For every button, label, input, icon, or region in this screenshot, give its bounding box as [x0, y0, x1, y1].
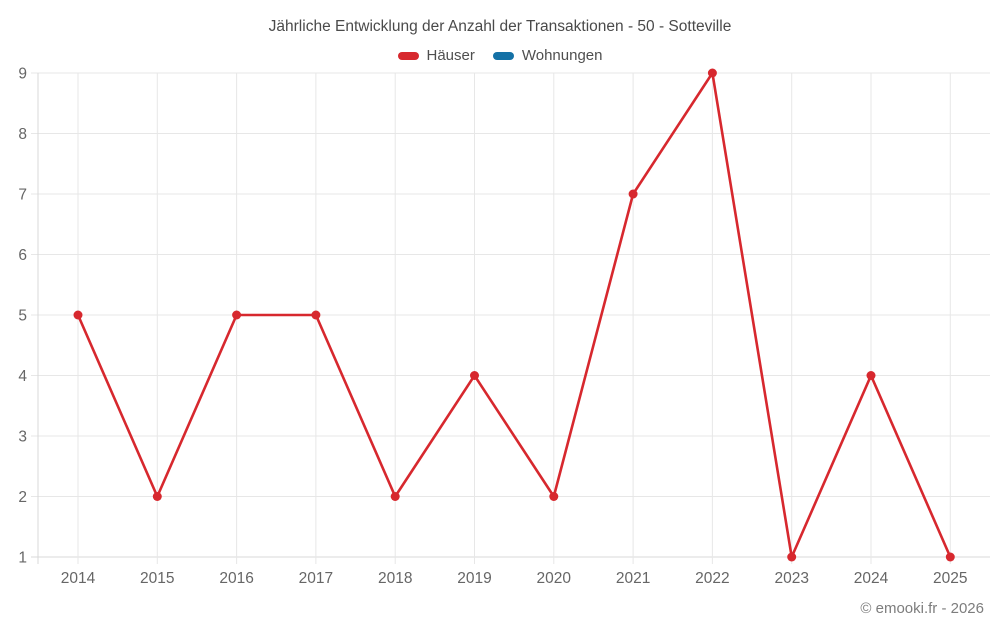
x-axis-tick-label: 2017	[299, 570, 333, 587]
häuser-data-point-2025[interactable]	[945, 552, 955, 562]
häuser-data-point-2020[interactable]	[549, 492, 559, 501]
häuser-series-line	[76, 71, 952, 559]
häuser-data-point-2023[interactable]	[787, 552, 797, 562]
häuser-data-point-2015[interactable]	[152, 492, 162, 501]
x-axis-tick-label: 2021	[616, 570, 650, 587]
häuser-data-point-2022[interactable]	[707, 68, 717, 78]
y-axis-tick-label: 2	[18, 489, 27, 506]
y-axis-tick-label: 6	[18, 247, 27, 264]
häuser-data-point-2014[interactable]	[73, 310, 83, 320]
y-axis-tick-label: 8	[18, 126, 27, 143]
legend-label-hauser: Häuser	[426, 47, 475, 64]
y-axis-tick-label: 1	[18, 550, 27, 567]
legend-item-wohnungen[interactable]: Wohnungen	[492, 47, 603, 64]
x-axis-tick-label: 2023	[774, 570, 808, 587]
x-axis-tick-label: 2024	[854, 570, 889, 587]
legend-item-hauser[interactable]: Häuser	[397, 47, 475, 64]
chart-title: Jährliche Entwicklung der Anzahl der Tra…	[268, 18, 732, 35]
y-axis-tick-label: 9	[18, 66, 27, 83]
häuser-data-point-2024[interactable]	[866, 371, 876, 380]
häuser-data-point-2017[interactable]	[311, 310, 321, 320]
x-axis-tick-label: 2025	[933, 570, 967, 587]
häuser-data-point-2019[interactable]	[470, 371, 479, 380]
y-axis-tick-label: 4	[18, 368, 27, 385]
x-axis-tick-label: 2016	[219, 570, 253, 587]
häuser-data-point-2021[interactable]	[628, 189, 638, 199]
x-axis-tick-label: 2018	[378, 570, 412, 587]
x-axis-tick-label: 2014	[61, 570, 96, 587]
chart-legend: Häuser Wohnungen	[0, 47, 1000, 64]
copyright-text: © emooki.fr - 2026	[860, 600, 984, 617]
y-axis-tick-label: 7	[18, 187, 27, 204]
x-axis-tick-label: 2020	[537, 570, 572, 587]
wohnungen-legend-swatch-icon	[492, 51, 514, 60]
y-axis-tick-label: 3	[18, 429, 27, 446]
y-axis-tick-label: 5	[18, 308, 27, 325]
x-axis-tick-label: 2022	[695, 570, 729, 587]
x-axis-tick-label: 2015	[140, 570, 174, 587]
häuser-data-point-2016[interactable]	[232, 310, 242, 320]
legend-label-wohnungen: Wohnungen	[521, 47, 603, 64]
hauser-legend-swatch-icon	[397, 51, 419, 60]
häuser-data-point-2018[interactable]	[390, 492, 400, 501]
x-axis-tick-label: 2019	[457, 570, 491, 587]
